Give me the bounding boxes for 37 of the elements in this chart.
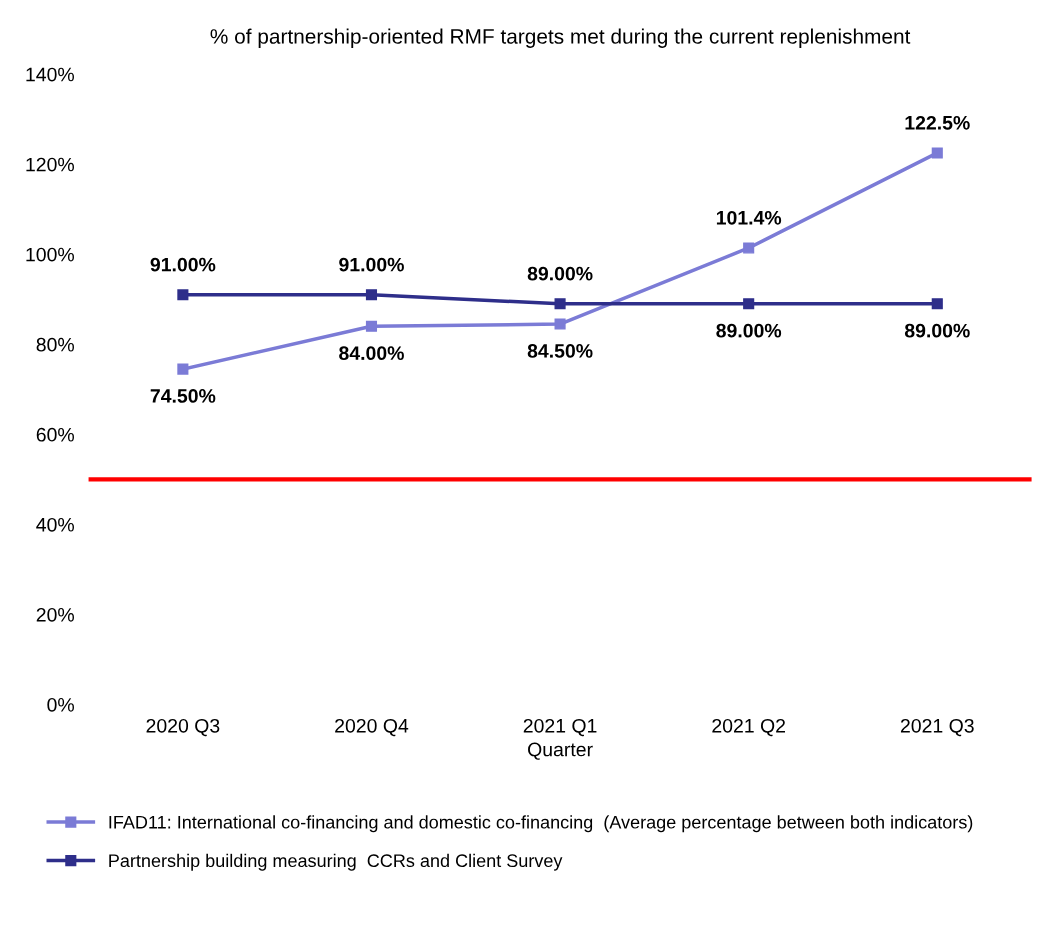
y-tick-label: 100% xyxy=(26,247,74,262)
data-label: 101.4% xyxy=(716,210,782,225)
legend-label: IFAD11: International co-financing and domestic co-financing (Average percentage between both indicators) xyxy=(109,815,973,833)
x-tick-label: 2020 Q4 xyxy=(335,718,409,737)
data-label: 89.00% xyxy=(904,323,970,338)
x-tick-label: 2021 Q3 xyxy=(900,718,974,737)
data-label: 122.5% xyxy=(905,115,970,130)
y-tick-label: 120% xyxy=(26,157,74,172)
data-label: 84.50% xyxy=(527,344,593,358)
point xyxy=(743,298,755,310)
y-tick-label: 40% xyxy=(36,517,74,532)
data-label: 84.00% xyxy=(339,346,404,361)
point xyxy=(365,320,378,332)
data-label: 89.00% xyxy=(716,323,782,338)
y-tick-label: 20% xyxy=(36,607,74,622)
data-label: 91.00% xyxy=(339,257,404,272)
point xyxy=(931,298,943,310)
point xyxy=(743,242,755,254)
legend-label: Partnership building measuring CCRs and Client Survey xyxy=(109,853,563,871)
y-tick-label: 0% xyxy=(47,697,74,712)
chart-title: % of partnership-oriented RMF targets met during the current replenishment xyxy=(210,28,911,48)
point xyxy=(554,318,566,330)
y-tick-label: 80% xyxy=(36,337,74,352)
point xyxy=(177,289,189,301)
data-label: 91.00% xyxy=(150,257,216,272)
y-tick-label: 60% xyxy=(36,427,74,442)
x-tick-label: 2021 Q1 xyxy=(523,718,597,737)
point xyxy=(177,363,189,375)
data-label: 74.50% xyxy=(150,389,216,403)
y-tick-label: 140% xyxy=(26,67,74,82)
point xyxy=(554,298,566,310)
x-axis-title: Quarter xyxy=(528,742,593,760)
point xyxy=(365,289,378,301)
data-label: 89.00% xyxy=(527,266,593,281)
x-tick-label: 2021 Q2 xyxy=(712,718,785,737)
point xyxy=(931,147,943,159)
x-tick-label: 2020 Q3 xyxy=(146,718,220,737)
